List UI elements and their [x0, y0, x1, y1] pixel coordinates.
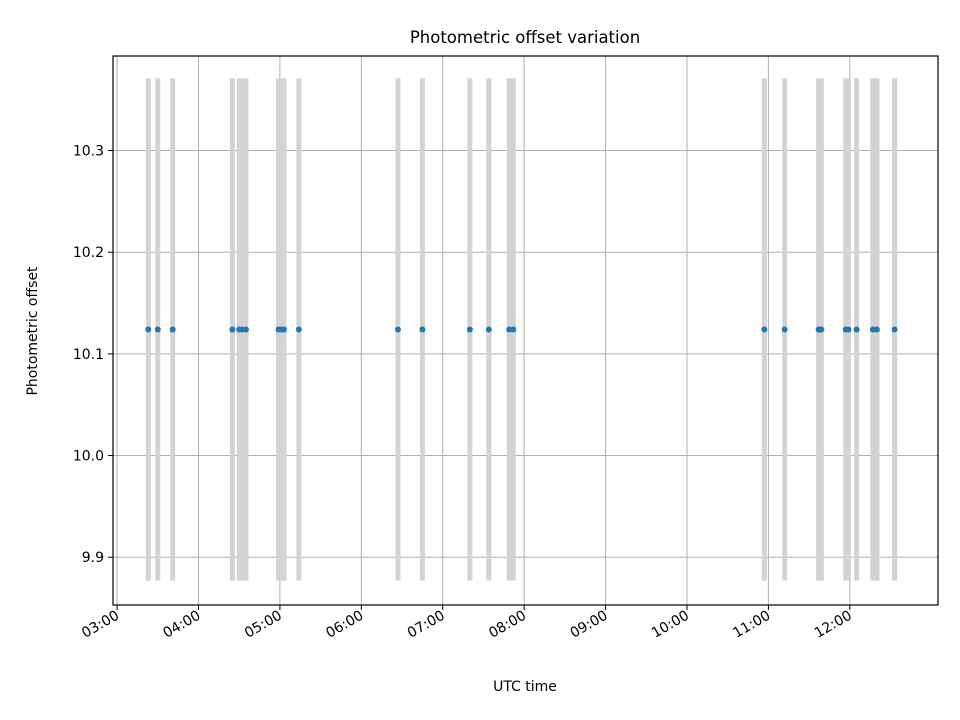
data-point	[485, 326, 492, 333]
plot-area	[113, 56, 938, 605]
data-point	[242, 326, 249, 333]
data-point	[466, 326, 473, 333]
y-axis-label: Photometric offset	[25, 266, 41, 396]
data-point	[781, 326, 788, 333]
data-point	[169, 326, 176, 333]
data-point	[510, 326, 517, 333]
grid	[113, 56, 938, 605]
data-point	[280, 326, 287, 333]
data-point	[873, 326, 880, 333]
data-point	[145, 326, 152, 333]
y-tick-label: 10.0	[73, 449, 104, 465]
y-axis-ticks: 9.9 10.0 10.1 10.2 10.3	[73, 144, 113, 566]
x-axis-label: UTC time	[493, 679, 557, 695]
plot-frame	[112, 55, 939, 606]
data-points	[145, 326, 898, 333]
chart-title: Photometric offset variation	[410, 28, 640, 47]
data-point	[154, 326, 161, 333]
y-tick-label: 9.9	[82, 550, 104, 566]
data-point	[845, 326, 852, 333]
y-tick-label: 10.2	[73, 245, 104, 261]
data-point	[419, 326, 426, 333]
data-point	[761, 326, 768, 333]
data-point	[394, 326, 401, 333]
data-point	[295, 326, 302, 333]
data-point	[891, 326, 898, 333]
data-point	[229, 326, 236, 333]
y-tick-label: 10.1	[73, 347, 104, 363]
data-point	[818, 326, 825, 333]
y-tick-label: 10.3	[73, 144, 104, 160]
data-point	[853, 326, 860, 333]
